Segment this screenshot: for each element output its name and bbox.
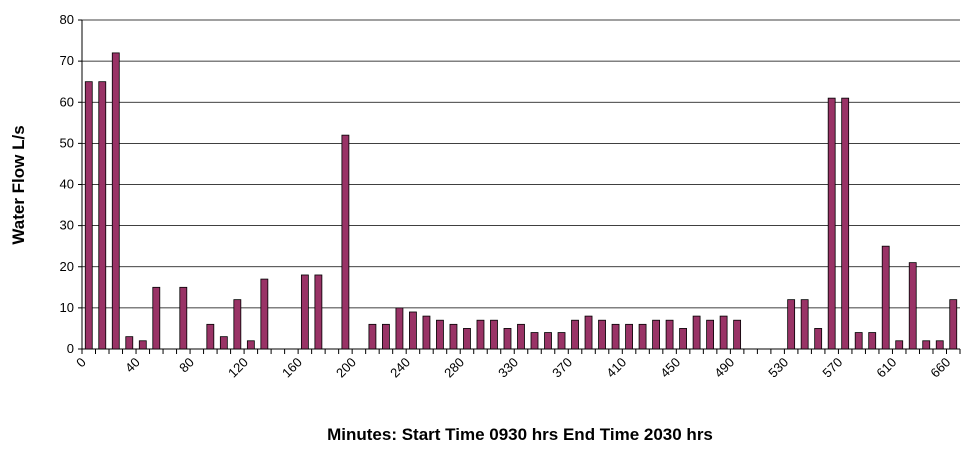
bar [868,332,877,350]
bar [409,311,417,350]
bar [463,328,471,350]
bar [665,319,674,350]
bar [692,315,701,350]
bar [800,299,809,350]
bar [98,81,107,350]
bar [368,323,377,350]
x-tick-label: 80 [176,355,197,376]
bar [138,340,147,350]
bar [611,323,620,350]
bar [111,52,120,350]
bar [422,315,431,350]
y-tick-label: 80 [60,12,74,27]
bar [530,332,539,350]
bar [638,323,647,350]
x-tick-label: 410 [603,355,629,381]
y-tick-label: 10 [60,300,74,315]
bar [908,262,917,350]
bar [719,315,728,350]
x-tick-label: 450 [657,355,683,381]
bar [382,323,390,350]
y-tick-label: 70 [60,53,74,68]
bar [179,286,188,350]
y-tick-label: 30 [60,218,74,233]
bar [922,340,931,350]
bar [84,81,93,350]
bar [206,323,215,350]
x-tick-label: 280 [441,355,467,381]
x-tick-label: 240 [387,355,413,381]
bar [895,340,904,350]
bar [625,323,633,350]
y-tick-label: 0 [67,341,74,356]
bar [544,332,552,350]
bar [246,340,255,350]
x-tick-label: 40 [122,355,143,376]
bar [341,134,350,350]
bar [233,299,242,350]
x-tick-label: 530 [765,355,791,381]
bar [219,336,228,350]
bar [679,328,687,350]
bar [395,307,404,350]
bar [854,332,863,350]
x-tick-label: 160 [279,355,305,381]
x-tick-label: 660 [927,355,953,381]
bar [827,97,836,350]
y-axis-title: Water Flow L/s [9,125,28,244]
bar [449,323,458,350]
bar [935,340,944,350]
bar [314,274,323,350]
bar [490,319,498,350]
bar [517,323,525,350]
x-tick-label: 120 [225,355,251,381]
y-tick-label: 50 [60,135,74,150]
bar [260,278,269,350]
x-tick-label: 200 [333,355,359,381]
bar [571,319,579,350]
x-tick-label: 330 [495,355,521,381]
x-tick-label: 490 [711,355,737,381]
bar [503,328,512,350]
bar [652,319,660,350]
x-tick-label: 610 [873,355,899,381]
bar [949,299,958,350]
x-axis-title: Minutes: Start Time 0930 hrs End Time 20… [327,425,713,444]
bar [557,332,566,350]
bar [125,336,134,350]
bar [787,299,796,350]
bar [584,315,593,350]
y-tick-label: 40 [60,177,74,192]
bar [706,319,715,350]
bar [814,328,823,350]
y-tick-label: 60 [60,94,74,109]
bar [476,319,485,350]
bar [300,274,309,350]
bar [881,245,890,350]
x-tick-label: 370 [549,355,575,381]
bar [733,319,742,350]
bar [841,97,850,350]
bar [152,286,161,350]
x-tick-label: 570 [819,355,845,381]
y-tick-label: 20 [60,259,74,274]
bar [436,319,444,350]
bar [598,319,606,350]
x-tick-label: 0 [73,355,89,371]
